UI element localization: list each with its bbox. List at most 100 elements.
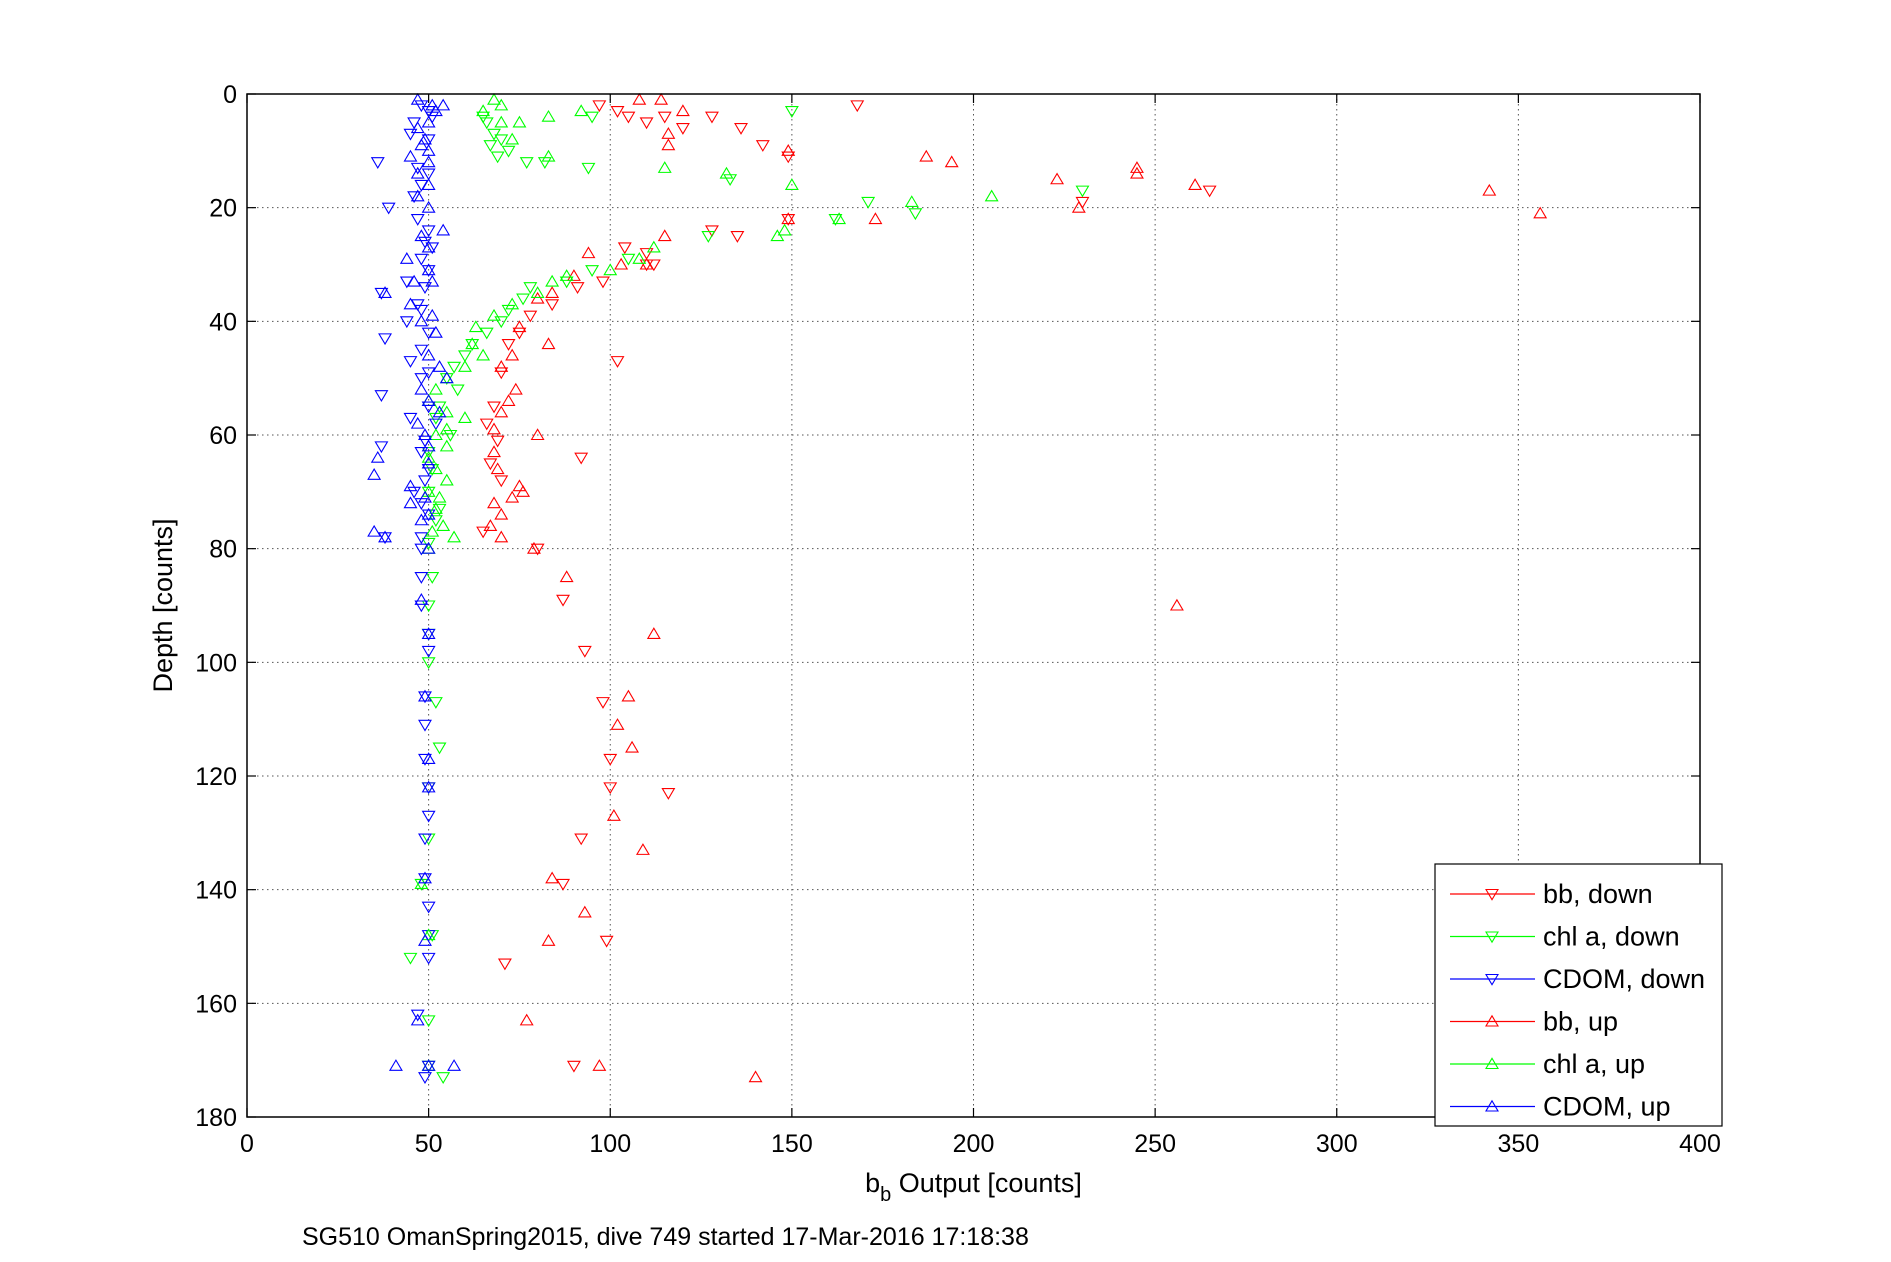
data-point: [559, 269, 574, 281]
data-point: [421, 401, 436, 414]
legend-box: [1434, 863, 1723, 1127]
data-point: [418, 833, 432, 846]
data-point: [414, 877, 429, 890]
data-point: [541, 934, 556, 946]
x-tick-label: 50: [415, 1130, 443, 1158]
data-point: [374, 287, 389, 300]
x-tick-label: 250: [1134, 1130, 1176, 1158]
data-point: [581, 246, 596, 259]
data-point: [527, 541, 541, 554]
data-point: [399, 252, 414, 264]
data-point: [425, 572, 440, 584]
data-point: [487, 422, 501, 435]
data-point: [592, 100, 607, 113]
data-point: [654, 92, 669, 105]
data-point: [625, 740, 640, 753]
data-point: [501, 145, 516, 158]
data-point: [425, 274, 440, 287]
data-point: [388, 1059, 403, 1071]
data-point: [421, 782, 436, 795]
data-point: [596, 276, 610, 289]
data-point: [439, 373, 454, 385]
data-point: [574, 452, 589, 465]
data-point: [585, 111, 600, 124]
data-point: [428, 418, 443, 431]
data-point: [487, 445, 501, 458]
data-point: [505, 348, 520, 361]
x-axis-label: bb Output [counts]: [865, 1168, 1082, 1206]
data-point: [781, 151, 796, 164]
data-point: [421, 240, 436, 253]
data-point: [483, 458, 498, 471]
data-point: [944, 155, 959, 168]
data-point: [530, 286, 545, 298]
data-point: [439, 371, 454, 384]
data-point: [1169, 598, 1184, 611]
data-point: [1075, 185, 1090, 198]
data-point: [777, 223, 792, 236]
data-point: [432, 490, 447, 503]
data-point: [861, 196, 876, 209]
legend-marker: [1485, 888, 1499, 901]
data-point: [559, 276, 574, 289]
data-point: [421, 447, 436, 459]
data-point: [418, 871, 432, 884]
data-point: [421, 507, 436, 520]
data-point: [378, 532, 392, 545]
data-point: [399, 316, 414, 329]
data-point: [447, 361, 462, 374]
data-point: [421, 155, 436, 168]
data-point: [421, 367, 436, 380]
data-point: [367, 467, 382, 480]
data-point: [632, 92, 647, 105]
data-point: [414, 138, 429, 151]
data-point: [530, 543, 545, 556]
grid: [247, 94, 1700, 1117]
data-point: [784, 178, 799, 190]
legend-marker: [1485, 973, 1499, 986]
data-point: [545, 286, 560, 298]
data-point: [577, 645, 592, 658]
data-point: [421, 200, 436, 213]
data-point: [414, 229, 429, 242]
data-point: [512, 320, 527, 333]
data-point: [519, 157, 534, 169]
data-point: [984, 189, 999, 202]
data-point: [545, 274, 560, 287]
data-point: [403, 496, 418, 509]
x-tick-label: 200: [953, 1130, 995, 1158]
legend-label: CDOM, up: [1543, 1092, 1671, 1122]
data-point: [421, 348, 436, 361]
data-point: [414, 593, 429, 605]
figure-caption: SG510 OmanSpring2015, dive 749 started 1…: [302, 1223, 1029, 1251]
data-point: [487, 128, 501, 141]
data-point: [428, 515, 443, 528]
data-point: [421, 115, 436, 128]
data-point: [414, 344, 429, 357]
data-point: [908, 208, 923, 221]
data-point: [483, 519, 498, 531]
data-point: [646, 240, 661, 253]
data-point: [428, 697, 443, 709]
data-point: [421, 439, 436, 452]
data-point: [428, 462, 443, 475]
data-point: [512, 479, 527, 492]
data-point: [414, 314, 429, 327]
data-point: [403, 128, 418, 141]
data-point: [577, 905, 592, 918]
data-point: [476, 111, 491, 124]
data-point: [599, 935, 614, 948]
data-point: [494, 316, 509, 329]
data-point: [421, 1059, 436, 1071]
series-3: [483, 92, 1548, 1083]
y-tick-label: 180: [195, 1104, 237, 1132]
data-point: [421, 450, 436, 463]
data-point: [479, 418, 494, 431]
data-point: [414, 382, 429, 395]
data-point: [436, 98, 451, 111]
data-point: [421, 952, 436, 965]
data-point: [487, 401, 501, 414]
data-point: [439, 439, 454, 452]
data-point: [603, 753, 618, 766]
